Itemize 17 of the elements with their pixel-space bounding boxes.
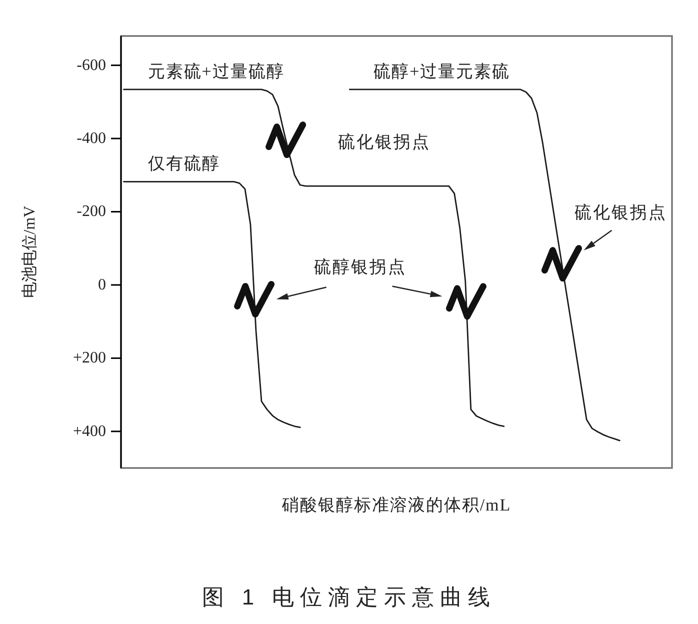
y-tick-label: -400 — [76, 130, 106, 148]
x-axis-title: 硝酸银醇标准溶液的体积/mL — [280, 496, 512, 514]
text: 图 1 电位滴定示意曲线 — [202, 584, 496, 610]
y-tick-label: 0 — [98, 276, 106, 294]
annotation: 硫化银拐点 — [338, 132, 430, 152]
series-label: 元素硫+过量硫醇 — [148, 62, 284, 81]
y-tick-label: +400 — [72, 422, 106, 440]
y-tick-label: +200 — [72, 350, 106, 367]
line-series — [123, 88, 505, 427]
line-series — [123, 181, 301, 428]
y-axis-title: 电池电位/mV — [20, 205, 38, 298]
y-tick-label: -200 — [76, 203, 106, 220]
series-label: 仅有硫醇 — [148, 154, 220, 174]
y-tick-label: -600 — [76, 56, 106, 74]
annotation: 硫化银拐点 — [574, 202, 667, 222]
series-label: 硫醇+过量元素硫 — [374, 62, 510, 81]
annotation: 硫醇银拐点 — [314, 258, 407, 277]
